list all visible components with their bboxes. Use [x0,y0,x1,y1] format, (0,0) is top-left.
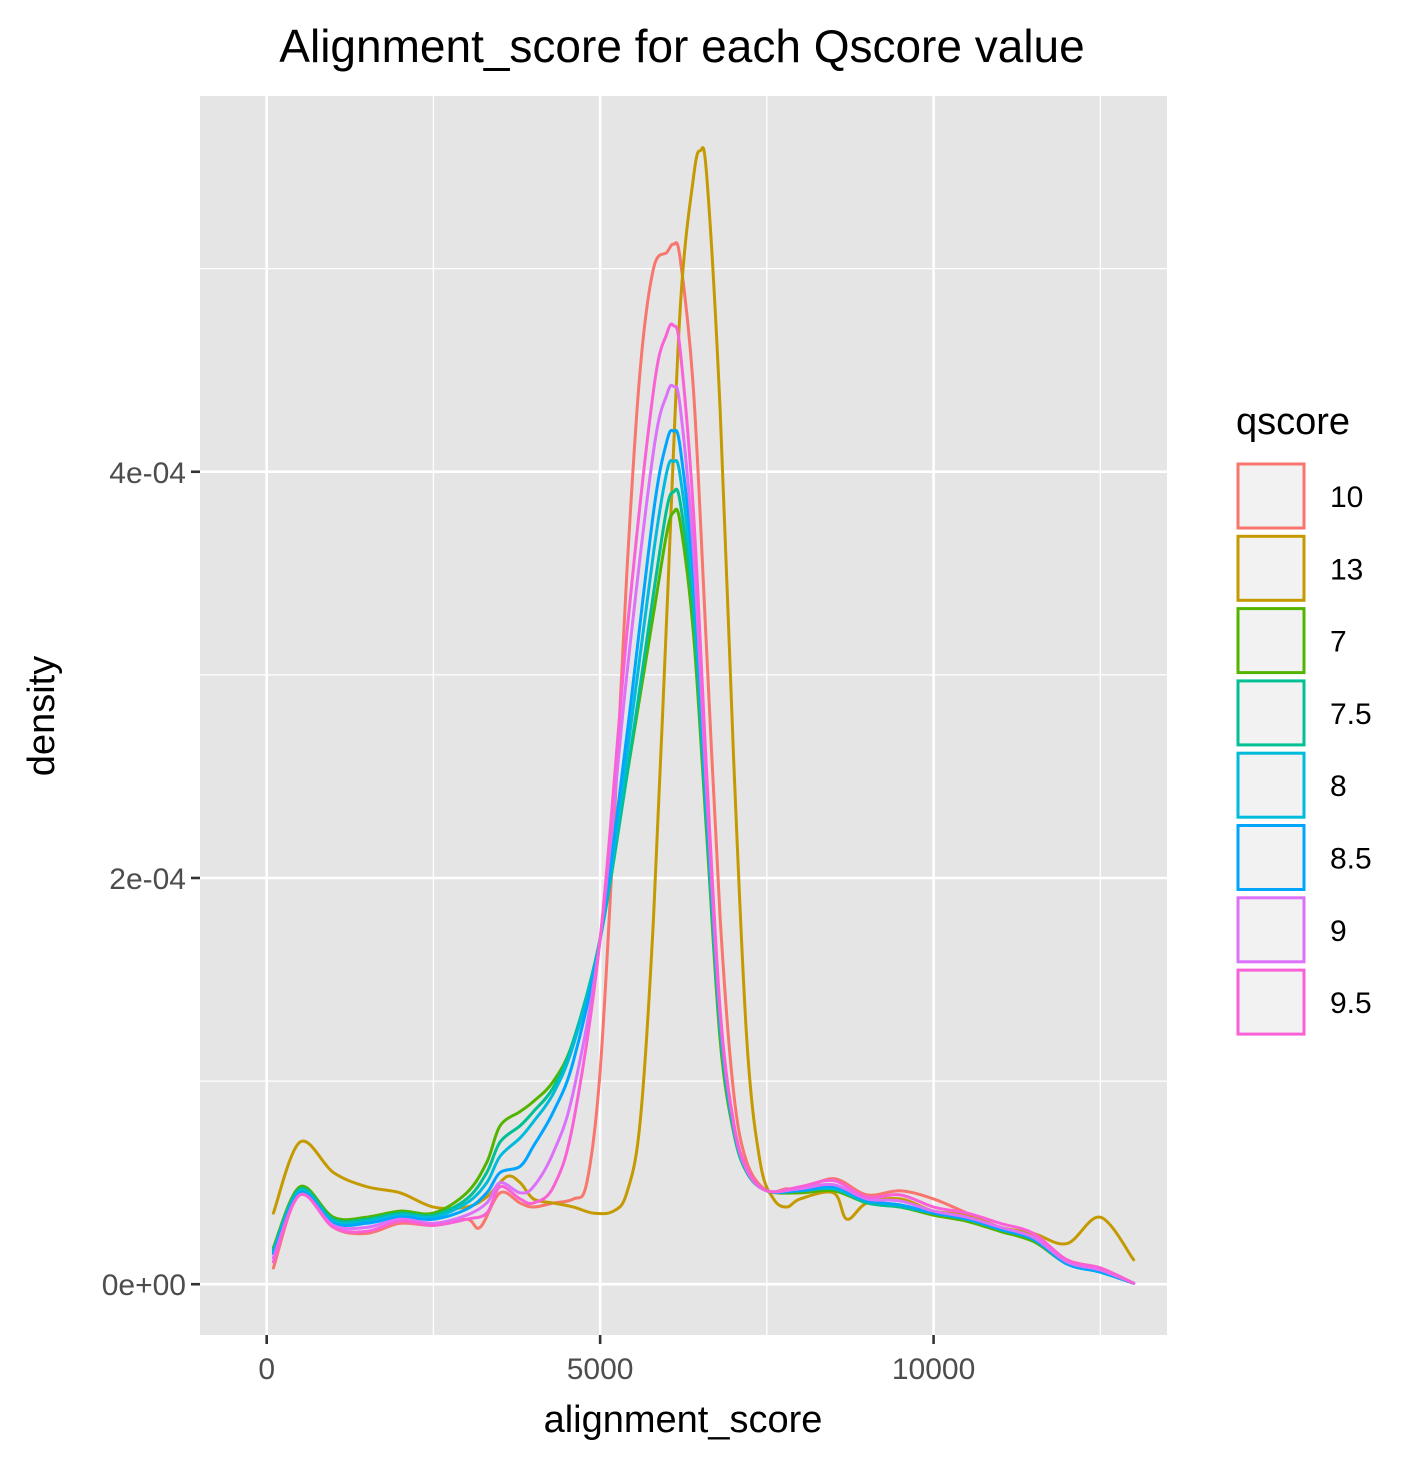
legend-label: 7 [1330,626,1347,659]
series-line-9 [271,383,1136,1285]
plot-panel [200,96,1167,1335]
legend-key [1236,896,1306,964]
series-line-8-5 [271,428,1136,1285]
legend-key [1236,534,1306,602]
legend-items: 10 13 7 7.5 8 8.5 9 9.5 [1236,462,1372,1036]
y-tick-label: 2e-04 [109,863,186,896]
legend-item: 7 [1236,607,1347,675]
legend-item: 13 [1236,534,1363,602]
legend-item: 9.5 [1236,968,1372,1036]
series-line-9-5 [271,322,1136,1285]
y-tick-label: 4e-04 [109,457,186,490]
x-axis: 0 5000 10000 [258,1335,975,1386]
y-axis-title: density [21,656,63,776]
legend-item: 7.5 [1236,679,1372,747]
legend-label: 9.5 [1330,987,1372,1020]
chart-title: Alignment_score for each Qscore value [279,20,1084,72]
legend-key [1236,679,1306,747]
legend-label: 8.5 [1330,843,1372,876]
grid-lines [200,96,1167,1335]
x-tick-label: 10000 [892,1353,975,1386]
legend-key [1236,607,1306,675]
legend-key [1236,751,1306,819]
series-line-10 [271,241,1136,1285]
legend-label: 7.5 [1330,698,1372,731]
legend-item: 9 [1236,896,1347,964]
y-tick-label: 0e+00 [102,1269,186,1302]
legend-label: 9 [1330,915,1347,948]
x-tick-label: 0 [258,1353,275,1386]
legend-label: 13 [1330,553,1363,586]
legend-key [1236,462,1306,530]
legend-item: 8 [1236,751,1347,819]
y-axis: 0e+00 2e-04 4e-04 [102,457,200,1302]
legend-item: 10 [1236,462,1363,530]
legend-label: 10 [1330,481,1363,514]
x-axis-title: alignment_score [544,1399,823,1441]
x-tick-label: 5000 [567,1353,634,1386]
legend-key [1236,824,1306,891]
series-lines [271,146,1136,1285]
legend-label: 8 [1330,770,1347,803]
legend: qscore 10 13 7 7.5 8 8.5 9 9.5 [1236,401,1372,1036]
legend-key [1236,968,1306,1036]
legend-title: qscore [1236,401,1350,443]
legend-item: 8.5 [1236,824,1372,891]
